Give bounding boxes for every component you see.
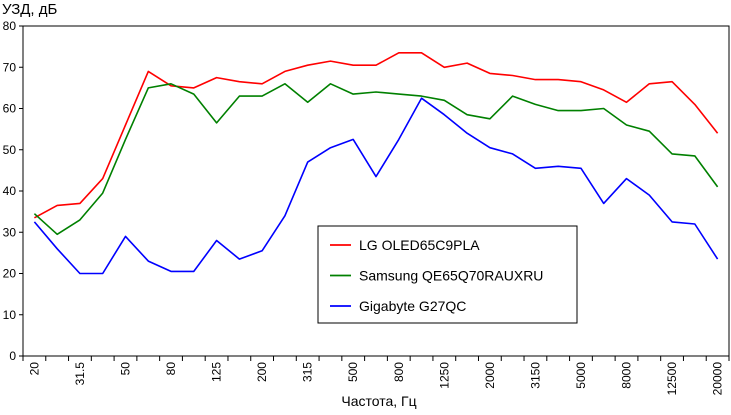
x-tick-label: 31.5 — [73, 362, 87, 386]
x-tick-label: 8000 — [620, 362, 634, 389]
x-tick-label: 500 — [346, 362, 360, 382]
x-tick-label: 5000 — [574, 362, 588, 389]
y-axis-label: УЗД, дБ — [2, 1, 58, 18]
x-tick-label: 12500 — [665, 362, 679, 396]
y-tick-label: 70 — [3, 60, 17, 74]
series-line-3 — [33, 97, 719, 275]
y-tick-label: 20 — [3, 267, 17, 281]
x-tick-label: 1250 — [437, 362, 451, 389]
x-tick-label: 80 — [164, 362, 178, 376]
x-tick-label: 2000 — [483, 362, 497, 389]
x-tick-label: 20 — [27, 362, 41, 376]
y-tick-label: 80 — [3, 19, 17, 33]
x-axis-label: Частота, Гц — [341, 393, 416, 409]
y-tick-label: 50 — [3, 143, 17, 157]
x-tick-label: 20000 — [711, 362, 725, 396]
y-tick-label: 40 — [3, 184, 17, 198]
x-tick-label: 315 — [301, 362, 315, 382]
x-tick-label: 800 — [392, 362, 406, 382]
x-tick-label: 50 — [118, 362, 132, 376]
series-line-1 — [34, 51, 719, 219]
legend-label: LG OLED65C9PLA — [359, 237, 480, 253]
series-line-2 — [33, 83, 719, 236]
x-tick-label: 200 — [255, 362, 269, 382]
x-tick-label: 125 — [210, 362, 224, 382]
y-tick-label: 10 — [3, 308, 17, 322]
legend-label: Gigabyte G27QC — [359, 298, 466, 314]
legend-label: Samsung QE65Q70RAUXRU — [359, 268, 543, 284]
x-tick-label: 3150 — [528, 362, 542, 389]
y-tick-label: 0 — [9, 349, 16, 363]
legend-box — [317, 225, 578, 324]
y-tick-label: 60 — [3, 102, 17, 116]
y-tick-label: 30 — [3, 225, 17, 239]
